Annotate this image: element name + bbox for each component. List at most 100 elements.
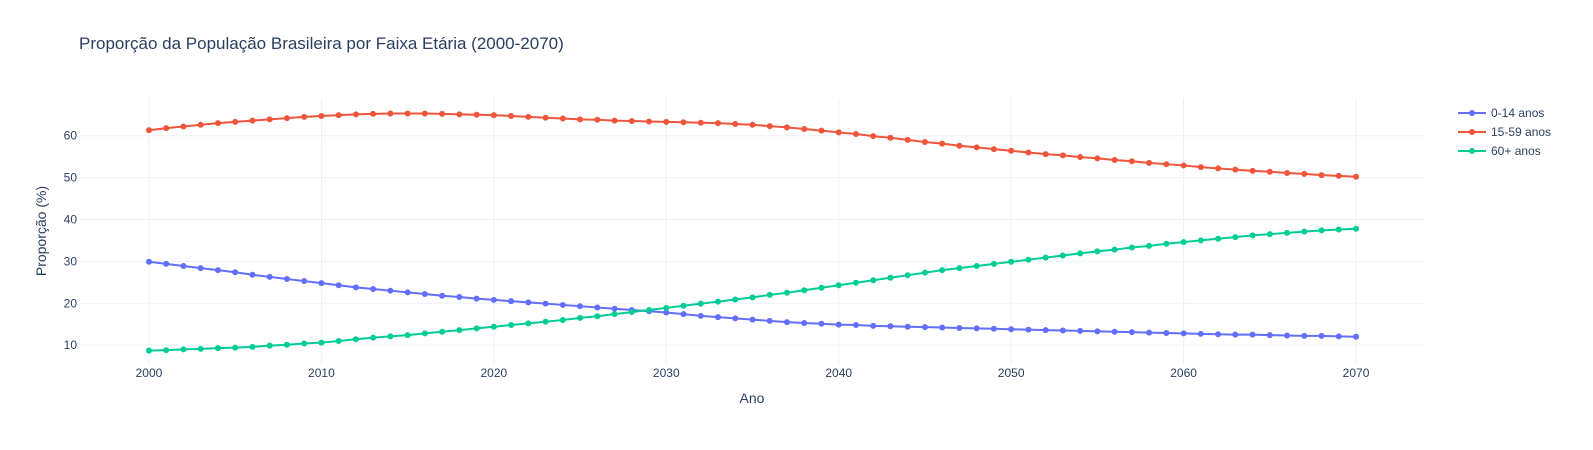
data-point xyxy=(1008,147,1015,154)
data-point xyxy=(783,289,790,296)
series-1 xyxy=(145,258,1360,340)
data-point xyxy=(473,111,480,118)
data-point xyxy=(404,289,411,296)
x-axis-title: Ano xyxy=(740,390,765,406)
legend-item[interactable]: 0-14 anos xyxy=(1458,106,1544,120)
data-point xyxy=(921,138,928,145)
data-point xyxy=(542,318,549,325)
data-point xyxy=(818,127,825,134)
data-point xyxy=(249,117,256,124)
data-point xyxy=(663,309,670,316)
legend-item[interactable]: 15-59 anos xyxy=(1458,125,1551,139)
data-point xyxy=(1146,242,1153,249)
axis-ticks: 2000 2010 2020 2030 2040 2050 2060 207010203040… xyxy=(64,129,1370,380)
x-tick-label: 2050 xyxy=(998,366,1025,380)
data-point xyxy=(956,265,963,272)
data-point xyxy=(887,323,894,330)
data-point xyxy=(1266,168,1273,175)
data-point xyxy=(577,116,584,123)
data-point xyxy=(1025,326,1032,333)
data-point xyxy=(301,340,308,347)
chart-title: Proporção da População Brasileira por Fa… xyxy=(79,34,564,53)
data-point xyxy=(594,313,601,320)
data-point xyxy=(525,299,532,306)
data-point xyxy=(1284,169,1291,176)
data-point xyxy=(870,277,877,284)
data-point xyxy=(783,124,790,131)
data-point xyxy=(715,120,722,127)
data-point xyxy=(1111,328,1118,335)
data-point xyxy=(1266,231,1273,238)
data-point xyxy=(1180,239,1187,246)
data-point xyxy=(1353,173,1360,180)
x-tick-label: 2060 xyxy=(1170,366,1197,380)
data-point xyxy=(1111,157,1118,163)
data-point xyxy=(835,321,842,328)
data-point xyxy=(439,292,446,299)
y-tick-label: 60 xyxy=(64,129,78,143)
data-point xyxy=(663,118,670,125)
data-point xyxy=(766,291,773,298)
data-point xyxy=(1025,149,1032,156)
data-point xyxy=(283,341,290,348)
data-point xyxy=(818,284,825,291)
data-point xyxy=(1353,333,1360,340)
y-tick-label: 50 xyxy=(64,171,78,185)
data-point xyxy=(1335,172,1342,179)
series-2 xyxy=(145,110,1360,180)
data-point xyxy=(870,133,877,140)
legend[interactable]: 0-14 anos 15-59 anos 60+ anos xyxy=(1458,106,1551,158)
data-point xyxy=(145,258,152,265)
data-point xyxy=(1215,235,1222,242)
data-point xyxy=(887,134,894,141)
data-point xyxy=(1094,248,1101,255)
data-point xyxy=(852,279,859,286)
data-point xyxy=(370,110,377,117)
data-point xyxy=(352,336,359,343)
data-point xyxy=(646,306,653,313)
data-point xyxy=(852,131,859,138)
x-tick-label: 2070 xyxy=(1343,366,1370,380)
data-point xyxy=(749,121,756,128)
data-point xyxy=(370,286,377,293)
data-point xyxy=(1197,237,1204,244)
x-tick-label: 2010 xyxy=(308,366,335,380)
data-point xyxy=(508,322,515,329)
data-point xyxy=(1042,151,1049,158)
data-point xyxy=(197,345,204,352)
data-point xyxy=(266,342,273,349)
data-point xyxy=(1042,254,1049,261)
data-point xyxy=(697,119,704,126)
data-point xyxy=(1008,326,1015,333)
data-point xyxy=(180,262,187,269)
data-point xyxy=(1215,331,1222,338)
data-point xyxy=(559,301,566,308)
data-point xyxy=(490,323,497,330)
data-point xyxy=(508,113,515,120)
series-layer xyxy=(145,110,1360,354)
data-point xyxy=(232,118,239,125)
data-point xyxy=(1249,232,1256,239)
legend-label: 60+ anos xyxy=(1491,144,1541,158)
data-point xyxy=(404,332,411,339)
data-point xyxy=(1059,152,1066,159)
legend-item[interactable]: 60+ anos xyxy=(1458,144,1541,158)
data-point xyxy=(956,142,963,149)
data-point xyxy=(1335,333,1342,340)
data-point xyxy=(387,287,394,294)
data-point xyxy=(973,144,980,151)
data-point xyxy=(456,327,463,334)
data-point xyxy=(835,282,842,289)
data-point xyxy=(197,265,204,272)
data-point xyxy=(697,300,704,307)
data-point xyxy=(456,293,463,300)
data-point xyxy=(335,282,342,289)
data-point xyxy=(283,275,290,282)
data-point xyxy=(542,114,549,121)
data-point xyxy=(1077,327,1084,334)
data-point xyxy=(214,345,221,352)
legend-marker xyxy=(1469,148,1475,154)
data-point xyxy=(818,320,825,327)
data-point xyxy=(1128,244,1135,251)
